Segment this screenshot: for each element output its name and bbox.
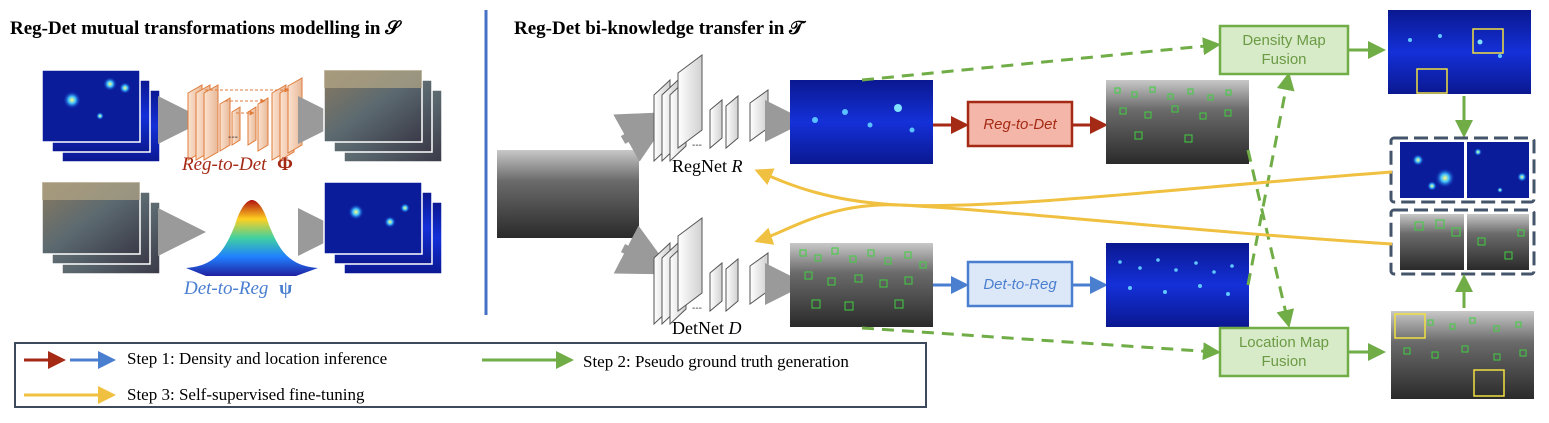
regnet-variable: R [731, 156, 743, 176]
detnet-location-map [790, 243, 933, 327]
regnet-dots: --- [692, 140, 702, 151]
location-crops-frame [1389, 208, 1536, 276]
det-to-reg-box: Det-to-Reg [983, 275, 1057, 293]
gray-arrow [613, 225, 674, 275]
regnet-label: RegNet R [672, 156, 742, 177]
det-to-reg-density-map [1106, 243, 1249, 327]
gray-arrow [613, 111, 674, 162]
legend-step1: Step 1: Density and location inference [127, 349, 388, 368]
detnet-network-icon [653, 217, 769, 326]
detnet-label: DetNet D [672, 318, 741, 339]
left-section-heading: Reg-Det mutual transformations modelling… [10, 18, 400, 39]
legend-box [14, 342, 927, 408]
regnet-text: RegNet [672, 156, 727, 176]
det-to-reg-psi-label: Det-to-Reg ψ [184, 278, 292, 300]
location-map-fusion-box: Location Map Fusion [1238, 334, 1330, 370]
legend-step3: Step 3: Self-supervised fine-tuning [127, 385, 365, 404]
reg-to-det-phi-label: Reg-to-Det Φ [182, 154, 293, 176]
det-to-reg-box-frame [966, 260, 1074, 308]
regnet-density-map [790, 80, 933, 164]
left-network-dots: --- [228, 132, 238, 143]
pseudo-gt-location-map [1391, 311, 1534, 399]
crowd-image-stack-output [323, 69, 443, 163]
phi-symbol: Φ [277, 154, 293, 175]
density-fusion-box-frame [1218, 24, 1350, 76]
yellow-arrow [754, 203, 1393, 246]
reg-to-det-network [187, 77, 303, 161]
location-fusion-box-frame [1218, 326, 1350, 378]
psi-symbol: ψ [279, 278, 293, 299]
density-crops-frame [1389, 136, 1536, 204]
detnet-variable: D [728, 318, 742, 338]
green-dashed-arrow [861, 37, 1221, 82]
right-section-heading: Reg-Det bi-knowledge transfer in 𝒯 [514, 18, 804, 39]
reg-to-det-box: Reg-to-Det [983, 115, 1057, 133]
pseudo-gt-density-map [1388, 10, 1531, 94]
gaussian-kernel-icon [186, 200, 318, 276]
reg-to-det-location-map [1106, 80, 1249, 164]
detnet-text: DetNet [672, 318, 724, 338]
crowd-image-stack-input [41, 181, 161, 275]
reg-to-det-phi-text: Reg-to-Det [182, 154, 267, 175]
reg-to-det-box-frame [966, 100, 1074, 148]
legend-step2: Step 2: Pseudo ground truth generation [583, 352, 849, 371]
yellow-arrow [754, 168, 1393, 208]
density-map-stack-input [41, 69, 161, 163]
det-to-reg-psi-text: Det-to-Reg [184, 278, 269, 299]
detnet-dots: --- [692, 303, 702, 314]
regnet-network-icon [653, 54, 769, 163]
density-map-fusion-box: Density Map Fusion [1242, 32, 1326, 68]
density-map-stack-output [323, 181, 443, 275]
target-crowd-image [497, 150, 639, 238]
